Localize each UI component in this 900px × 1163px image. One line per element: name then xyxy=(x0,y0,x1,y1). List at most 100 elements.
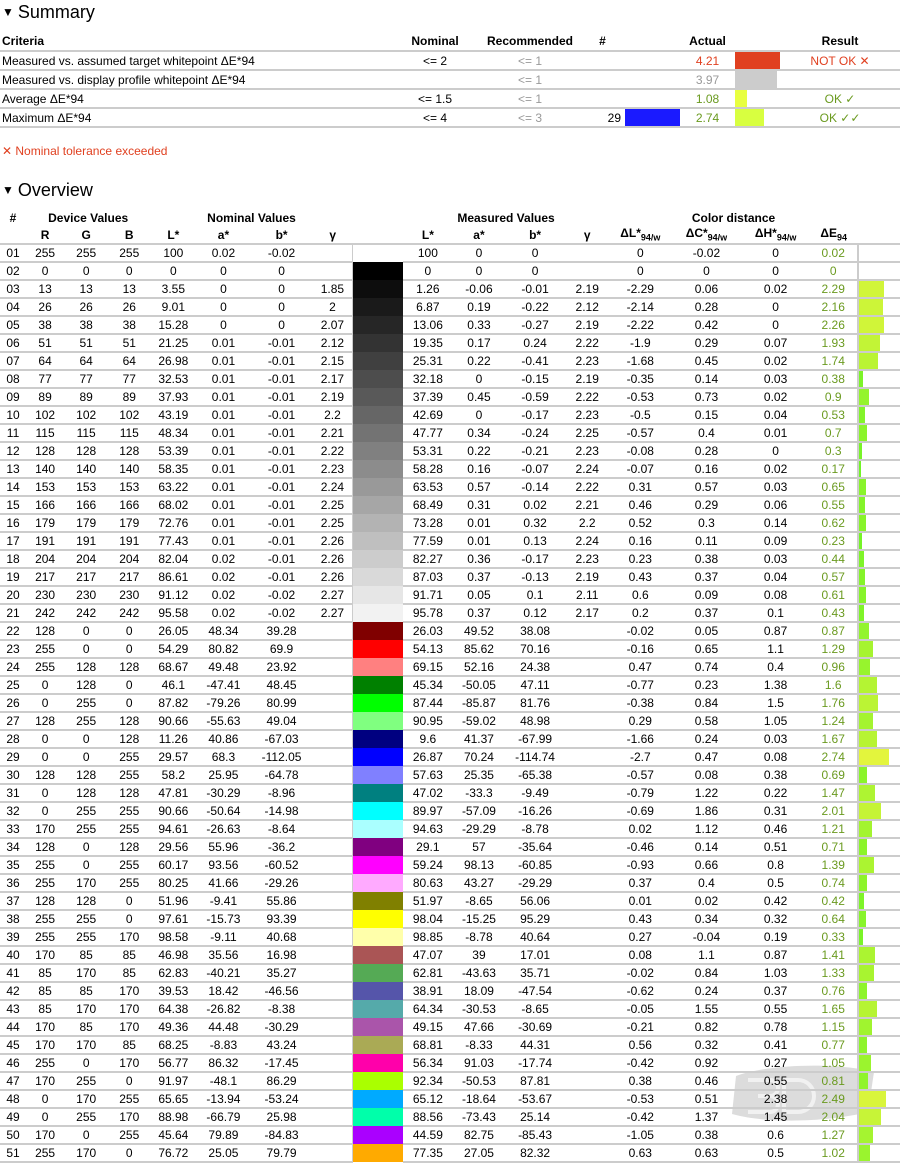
nominal-b-cell: 93.39 xyxy=(250,910,313,929)
delta-e-bar-cell xyxy=(856,676,900,695)
b-cell: 255 xyxy=(108,856,151,875)
num-cell: 45 xyxy=(0,1036,27,1055)
collapse-triangle-icon[interactable]: ▼ xyxy=(2,183,14,197)
color-swatch xyxy=(352,1090,403,1108)
criteria-header: Criteria xyxy=(0,31,390,52)
r-cell: 128 xyxy=(26,442,65,461)
delta-e-cell: 1.39 xyxy=(809,856,858,875)
collapse-triangle-icon[interactable]: ▼ xyxy=(2,5,14,19)
table-row: 03 13 13 13 3.55 0 0 1.85 1.26 -0.06 -0.01 2.19 -2.2… xyxy=(0,280,900,299)
measured-gamma-cell: 2.25 xyxy=(565,424,610,443)
nominal-gamma-cell xyxy=(312,838,353,857)
delta-h-cell: 0.87 xyxy=(741,622,810,641)
measured-l-cell: 54.13 xyxy=(402,640,453,659)
nominal-a-cell: -26.63 xyxy=(196,820,251,839)
nominal-gamma-cell xyxy=(312,874,353,893)
delta-e-bar xyxy=(858,299,883,315)
measured-gamma-cell xyxy=(565,694,610,713)
b-cell: 0 xyxy=(108,1144,151,1163)
delta-e-bar-cell xyxy=(856,622,900,641)
r-cell: 170 xyxy=(26,820,65,839)
r-cell: 140 xyxy=(26,460,65,479)
measured-l-cell: 19.35 xyxy=(402,334,453,353)
delta-c-cell: 0.51 xyxy=(671,1090,742,1109)
delta-e-bar xyxy=(858,1145,870,1161)
nominal-b-cell: -8.38 xyxy=(250,1000,313,1019)
delta-e-bar xyxy=(858,335,880,351)
measured-gamma-cell xyxy=(565,658,610,677)
g-cell: 217 xyxy=(64,568,109,587)
b-cell: 128 xyxy=(108,712,151,731)
summary-heading[interactable]: ▼ Summary xyxy=(2,2,95,22)
table-row: 32 0 255 255 90.66 -50.64 -14.98 89.97 -57.09 -16… xyxy=(0,802,900,821)
measured-l-cell: 56.34 xyxy=(402,1054,453,1073)
g-header: G xyxy=(64,226,109,245)
delta-h-cell: 0.55 xyxy=(741,1000,810,1019)
nominal-gamma-cell: 2.25 xyxy=(312,496,353,515)
measured-a-cell: -50.53 xyxy=(452,1072,506,1091)
table-row: 25 0 128 0 46.1 -47.41 48.45 45.34 -50.05 47.11 -0… xyxy=(0,676,900,695)
nominal-gamma-cell xyxy=(312,1108,353,1127)
nominal-l-cell: 90.66 xyxy=(150,712,197,731)
delta-c-cell: 0.16 xyxy=(671,460,742,479)
delta-l-cell: -1.68 xyxy=(609,352,672,371)
delta-h-cell: 0.19 xyxy=(741,928,810,947)
measured-gamma-cell: 2.24 xyxy=(565,532,610,551)
nominal-l-cell: 88.98 xyxy=(150,1108,197,1127)
measured-a-cell: 0.16 xyxy=(452,460,506,479)
measured-l-cell: 95.78 xyxy=(402,604,453,623)
delta-e-cell: 0.38 xyxy=(809,370,858,389)
delta-c-cell: 0.65 xyxy=(671,640,742,659)
measured-a-cell: 0 xyxy=(452,406,506,425)
delta-h-cell: 1.05 xyxy=(741,712,810,731)
table-row: 30 128 128 255 58.2 25.95 -64.78 57.63 25.35 -65.… xyxy=(0,766,900,785)
measured-a-cell: -73.43 xyxy=(452,1108,506,1127)
delta-e-bar xyxy=(858,587,866,603)
nominal-a-cell: 41.66 xyxy=(196,874,251,893)
delta-e-bar-cell xyxy=(856,298,900,317)
nominal-b-cell: -8.96 xyxy=(250,784,313,803)
nominal-a-cell: -55.63 xyxy=(196,712,251,731)
delta-e-bar-cell xyxy=(856,1018,900,1037)
delta-c-cell: 0.46 xyxy=(671,1072,742,1091)
color-swatch xyxy=(352,514,403,532)
nominal-gamma-cell: 2.26 xyxy=(312,568,353,587)
nominal-b-cell: -0.01 xyxy=(250,568,313,587)
num-cell: 47 xyxy=(0,1072,27,1091)
measured-a-cell: -59.02 xyxy=(452,712,506,731)
r-cell: 255 xyxy=(26,640,65,659)
g-cell: 166 xyxy=(64,496,109,515)
delta-e-bar xyxy=(858,479,866,495)
measured-gamma-cell: 2.2 xyxy=(565,514,610,533)
b-cell: 0 xyxy=(108,640,151,659)
delta-e-cell: 0.42 xyxy=(809,892,858,911)
delta-e-bar-cell xyxy=(856,478,900,497)
nominal-l-cell: 98.58 xyxy=(150,928,197,947)
delta-h-cell: 0.51 xyxy=(741,838,810,857)
overview-heading[interactable]: ▼ Overview xyxy=(2,180,93,200)
measured-b-cell: 44.31 xyxy=(505,1036,566,1055)
delta-e-bar xyxy=(858,1037,867,1053)
delta-e-cell: 1.65 xyxy=(809,1000,858,1019)
nominal-b-cell: -29.26 xyxy=(250,874,313,893)
num-cell: 40 xyxy=(0,946,27,965)
delta-e-cell: 0.87 xyxy=(809,622,858,641)
delta-h-cell: 1.45 xyxy=(741,1108,810,1127)
delta-e-cell: 0.81 xyxy=(809,1072,858,1091)
delta-e-bar xyxy=(858,1019,872,1035)
r-cell: 128 xyxy=(26,892,65,911)
nominal-a-cell: 0.02 xyxy=(196,550,251,569)
measured-b-cell: 38.08 xyxy=(505,622,566,641)
nominal-gamma-cell xyxy=(312,892,353,911)
nominal-b-cell: -8.64 xyxy=(250,820,313,839)
delta-e-cell: 0.57 xyxy=(809,568,858,587)
color-swatch xyxy=(352,334,403,352)
measured-b-cell: -8.65 xyxy=(505,1000,566,1019)
measured-b-cell: -0.17 xyxy=(505,550,566,569)
measured-l-header: L* xyxy=(402,226,453,245)
num-cell: 33 xyxy=(0,820,27,839)
measured-gamma-cell xyxy=(565,820,610,839)
nominal-a-cell: 0.01 xyxy=(196,334,251,353)
r-cell: 0 xyxy=(26,1090,65,1109)
measured-l-cell: 42.69 xyxy=(402,406,453,425)
